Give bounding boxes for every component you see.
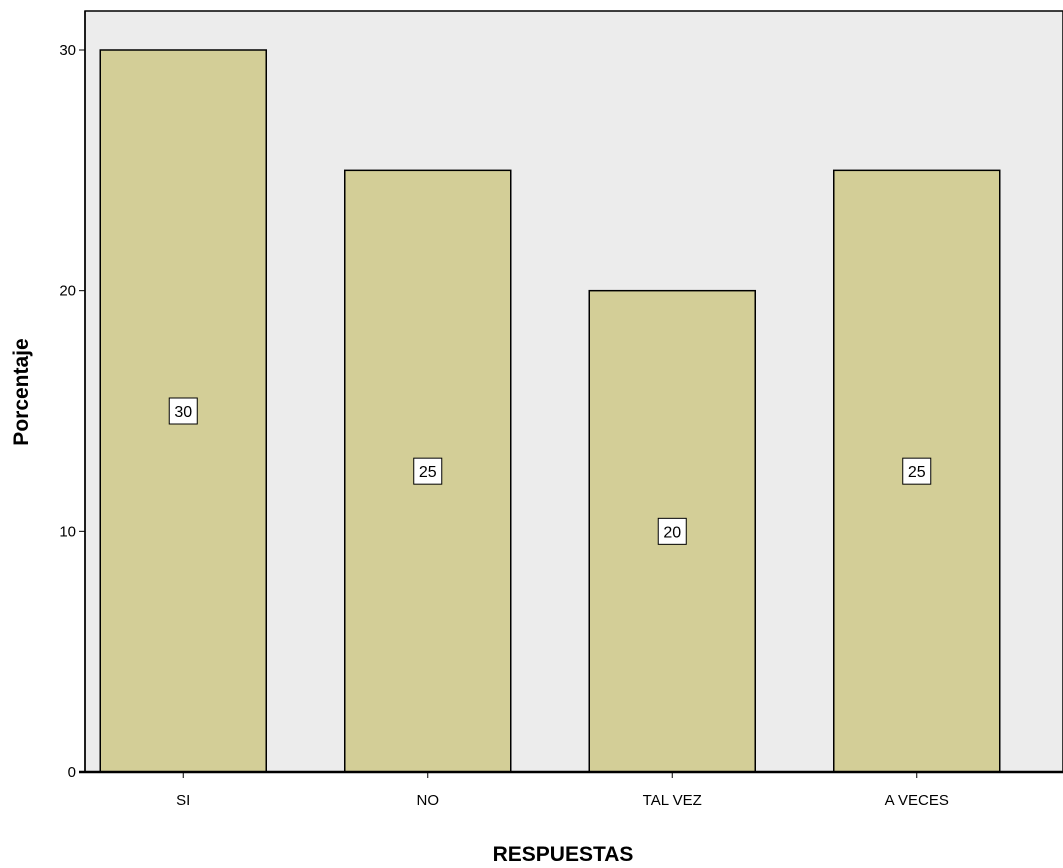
y-tick-label: 30 (59, 42, 76, 59)
x-tick-label: SI (176, 792, 190, 809)
data-label: 25 (908, 464, 926, 481)
data-label: 25 (419, 464, 437, 481)
y-axis-ticks: 0 10 20 30 (59, 42, 85, 781)
x-tick-label: TAL VEZ (643, 792, 702, 809)
x-axis-ticks: SI NO TAL VEZ A VECES (176, 772, 949, 809)
data-label-box (168, 397, 198, 425)
x-axis-title: RESPUESTAS (493, 843, 634, 866)
bars: 30 25 20 25 (99, 49, 1001, 773)
data-label: 20 (663, 524, 681, 541)
data-label-box (657, 517, 687, 545)
data-label-box (413, 457, 443, 485)
data-label-box (902, 457, 932, 485)
y-tick-label: 10 (59, 523, 76, 540)
y-axis-title: Porcentaje (10, 338, 33, 445)
y-tick-label: 0 (68, 764, 76, 781)
data-label: 30 (174, 404, 192, 421)
x-tick-label: NO (417, 792, 440, 809)
x-tick-label: A VECES (885, 792, 949, 809)
y-tick-label: 20 (59, 283, 76, 300)
